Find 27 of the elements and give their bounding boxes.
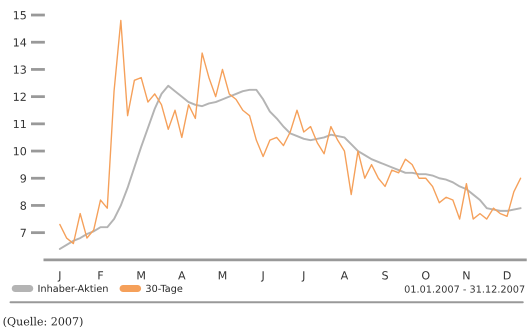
x-tick-label: J xyxy=(58,271,60,282)
x-tick-label: M xyxy=(218,271,226,280)
x-tick-label: A xyxy=(340,271,348,280)
y-tick-label: 11 xyxy=(14,120,26,128)
x-tick-label: S xyxy=(382,271,388,280)
y-tick-label: 13 xyxy=(14,65,26,74)
y-tick-label: 12 xyxy=(14,92,26,101)
y-tick-label: 15 xyxy=(14,11,26,20)
y-tick-label: 8 xyxy=(20,201,26,210)
x-tick-label: A xyxy=(178,271,186,280)
text: 01.01.2007 - 31.12.2007 xyxy=(404,285,524,293)
x-tick-label: D xyxy=(504,271,511,280)
x-tick-label: F xyxy=(98,271,104,280)
y-tick-label: 14 xyxy=(14,38,26,46)
x-tick-label: J xyxy=(302,271,304,282)
line-series xyxy=(58,84,522,250)
y-tick-label: 10 xyxy=(14,147,26,156)
x-tick-label: M xyxy=(137,271,145,280)
text: (Quelle: 2007) xyxy=(4,316,83,328)
x-tick-label: N xyxy=(463,271,470,280)
y-tick-label: 9 xyxy=(20,174,26,183)
line-series xyxy=(59,20,522,244)
x-tick-label: J xyxy=(260,271,264,282)
y-tick-label: 7 xyxy=(20,228,26,237)
legend-label: Inhaber-Aktien xyxy=(38,284,108,292)
x-tick-label: O xyxy=(422,271,430,280)
legend-label: 30-Tage xyxy=(146,284,182,294)
